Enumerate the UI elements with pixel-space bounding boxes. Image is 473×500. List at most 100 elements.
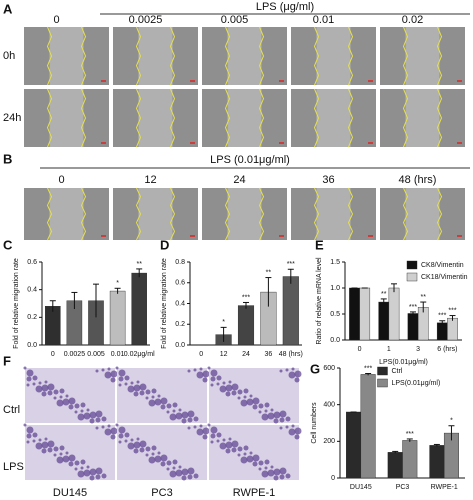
cell <box>264 466 268 470</box>
cell <box>231 440 239 448</box>
bar <box>402 440 418 479</box>
cell <box>294 434 300 440</box>
cell <box>47 390 53 396</box>
cell <box>23 423 27 427</box>
panel-label: F <box>3 353 11 368</box>
wound-edge <box>80 187 87 241</box>
cell <box>154 455 162 463</box>
cell <box>222 438 226 442</box>
cell <box>23 366 27 370</box>
cell <box>118 426 126 434</box>
cell <box>130 381 134 385</box>
cell <box>68 404 74 410</box>
cell <box>193 425 197 429</box>
cell <box>83 412 91 420</box>
cell <box>249 451 253 455</box>
cell <box>237 389 243 395</box>
x-tick-label: 3 <box>416 346 420 353</box>
significance: *** <box>242 294 250 301</box>
wound-edge <box>224 187 231 241</box>
x-tick-label: 36 <box>265 351 273 358</box>
cell <box>41 391 47 397</box>
x-tick-label: 48 (hrs) <box>279 351 303 358</box>
cell <box>210 383 214 387</box>
cell <box>80 466 84 470</box>
cell <box>187 474 193 480</box>
cell <box>68 397 76 405</box>
cell <box>199 424 203 428</box>
wound-edge <box>347 26 354 86</box>
cell <box>130 438 134 442</box>
wound-edge <box>402 26 409 86</box>
column-label: 0.0025 <box>129 14 163 26</box>
x-tick-label: 12 <box>220 351 228 358</box>
cell <box>193 473 199 479</box>
cell <box>291 367 295 371</box>
cell <box>101 425 105 429</box>
wound-area <box>316 27 351 85</box>
cell <box>101 416 107 422</box>
column-label: 0 <box>53 14 59 26</box>
cell <box>104 371 112 379</box>
wound-edge <box>402 187 409 241</box>
cell <box>219 385 227 393</box>
y-tick-label: 0.6 <box>27 259 37 266</box>
cell <box>68 461 74 467</box>
cell <box>169 470 177 478</box>
cell <box>166 403 172 409</box>
cell <box>139 447 145 453</box>
legend-swatch <box>406 260 418 270</box>
cell <box>273 411 281 419</box>
cell <box>202 427 210 435</box>
wound-edge <box>135 187 142 241</box>
cell <box>273 475 279 481</box>
cell <box>178 465 182 469</box>
cell <box>279 467 287 475</box>
bar <box>436 322 448 341</box>
wound-edge <box>402 88 409 148</box>
wound-edge <box>313 88 320 148</box>
cell <box>210 369 218 377</box>
x-tick-label: 0.02μg/ml <box>124 351 155 358</box>
cell <box>273 468 281 476</box>
cell <box>225 441 233 449</box>
cell <box>127 385 135 393</box>
cell <box>32 382 36 386</box>
cell <box>74 460 80 466</box>
x-tick-label: 0 <box>51 351 55 358</box>
cell <box>187 369 191 373</box>
x-tick-label: 0.0025 <box>64 351 86 358</box>
wound-area <box>316 188 351 240</box>
cell <box>231 390 237 396</box>
y-axis-label: Cell numbers <box>311 402 318 444</box>
cell <box>279 474 285 480</box>
wound-edge <box>224 88 231 148</box>
legend-label: CK18/Vimentin <box>421 274 468 281</box>
cell <box>264 409 268 413</box>
cell <box>74 410 78 414</box>
panel-header: LPS (0.01μg/ml) <box>210 154 290 166</box>
cell <box>246 398 254 406</box>
cell <box>187 417 193 423</box>
significance: *** <box>287 261 295 268</box>
cell <box>279 426 283 430</box>
cell <box>160 461 166 467</box>
cell <box>243 452 247 456</box>
cell <box>264 402 270 408</box>
cell <box>89 468 97 476</box>
column-label: 36 <box>322 174 334 186</box>
cell <box>151 445 157 451</box>
wound-edge <box>313 187 320 241</box>
cell <box>133 384 141 392</box>
cell <box>151 388 157 394</box>
cell <box>199 367 203 371</box>
cell <box>53 389 59 395</box>
cell <box>196 371 204 379</box>
legend-label: CK8/Vimentin <box>421 262 464 269</box>
legend-swatch <box>377 366 388 376</box>
y-tick-label: 200 <box>323 438 335 445</box>
cell <box>222 381 226 385</box>
cell <box>231 447 237 453</box>
row-label: 0h <box>3 50 15 62</box>
wound-edge <box>347 88 354 148</box>
